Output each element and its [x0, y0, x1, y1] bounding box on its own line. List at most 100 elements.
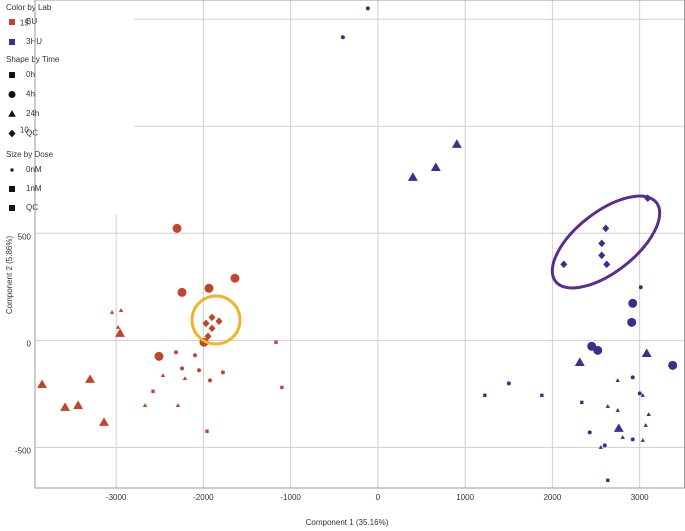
data-point	[365, 6, 370, 11]
data-point	[208, 378, 213, 383]
data-point	[172, 223, 182, 233]
data-point	[598, 251, 606, 260]
y-tick-label: 0	[27, 339, 32, 348]
data-point	[646, 412, 651, 416]
legend-shape	[8, 110, 16, 117]
data-point	[638, 285, 643, 290]
legend-title: Shape by Time	[6, 55, 60, 64]
legend-label: 0h	[26, 70, 35, 79]
legend-label: QC	[26, 129, 38, 138]
legend-box	[0, 0, 134, 214]
data-point	[115, 328, 126, 337]
data-point	[640, 393, 645, 397]
legend-swatch	[9, 39, 15, 45]
y-axis-label: Component 2 (5.86%)	[5, 236, 14, 315]
data-point	[560, 260, 568, 269]
data-point	[603, 260, 611, 269]
y-tick-label: -500	[15, 446, 32, 455]
x-tick-label: -2000	[193, 493, 214, 502]
data-point	[340, 35, 345, 40]
data-point	[197, 368, 202, 373]
highlight-ellipse	[550, 194, 662, 290]
data-point	[613, 423, 624, 432]
data-point	[37, 379, 48, 389]
legend-label: 3HU	[26, 37, 42, 46]
legend-label: 24h	[26, 109, 39, 118]
data-point	[637, 391, 642, 396]
data-point	[630, 375, 635, 380]
data-point	[643, 423, 648, 427]
data-point	[118, 308, 124, 312]
points	[37, 6, 678, 482]
legend-size	[10, 168, 14, 172]
legend-label: BU	[26, 17, 37, 26]
data-point	[175, 403, 181, 407]
data-point	[204, 283, 214, 293]
data-point	[615, 408, 620, 412]
data-point	[220, 370, 225, 375]
data-point	[615, 378, 620, 382]
legend: Color by Lab BU 3HU Shape by Time 0h 4h 24h QC S…	[0, 0, 134, 214]
data-point	[602, 224, 610, 233]
legend-title: Color by Lab	[6, 3, 52, 12]
legend-shape	[8, 91, 16, 98]
legend-label: 1nM	[26, 184, 42, 193]
x-tick-label: -1000	[280, 493, 301, 502]
data-point	[85, 374, 96, 383]
legend-label: QC	[26, 203, 38, 212]
data-point	[215, 317, 223, 326]
data-point	[580, 400, 584, 405]
legend-title: Size by Dose	[6, 150, 54, 159]
data-point	[142, 403, 148, 407]
data-point	[160, 373, 166, 378]
data-point	[593, 345, 603, 355]
data-point	[668, 360, 678, 370]
data-point	[451, 139, 462, 148]
data-point	[115, 325, 121, 329]
data-point	[173, 350, 178, 355]
data-point	[99, 417, 109, 426]
y-tick-label: 10.	[20, 125, 31, 134]
data-point	[177, 287, 187, 297]
legend-shape	[8, 129, 16, 138]
x-tick-label: 1000	[456, 493, 474, 502]
data-point	[154, 351, 164, 361]
data-point	[230, 273, 240, 283]
legend-label: 4h	[26, 90, 35, 99]
x-tick-label: 0	[376, 493, 381, 502]
data-point	[430, 162, 441, 171]
highlight-circle	[190, 294, 242, 346]
data-point	[630, 437, 635, 442]
data-point	[506, 381, 511, 386]
legend-label: 0nM	[26, 165, 42, 174]
data-point	[73, 400, 84, 409]
y-tick-label: 500	[18, 232, 32, 241]
legend-swatch	[9, 19, 15, 25]
data-point	[540, 393, 544, 398]
data-point	[640, 438, 645, 442]
legend-shape	[9, 72, 15, 78]
data-point	[605, 404, 610, 408]
data-point	[208, 313, 216, 322]
data-point	[587, 430, 592, 435]
data-point	[280, 385, 284, 390]
data-point	[598, 445, 604, 449]
data-point	[602, 443, 607, 448]
data-point	[407, 172, 418, 181]
data-point	[205, 429, 209, 433]
data-point	[574, 357, 585, 366]
grid	[35, 0, 685, 488]
data-point	[641, 348, 652, 357]
x-tick-label: -3000	[106, 493, 127, 502]
data-point	[151, 389, 155, 393]
data-point	[182, 376, 188, 381]
data-point	[483, 393, 487, 398]
data-point	[627, 317, 637, 327]
data-point	[60, 402, 71, 411]
data-point	[180, 366, 185, 371]
data-point	[109, 310, 115, 314]
data-point	[628, 298, 638, 308]
data-point	[204, 332, 212, 341]
y-tick-label: 15.	[20, 18, 31, 27]
